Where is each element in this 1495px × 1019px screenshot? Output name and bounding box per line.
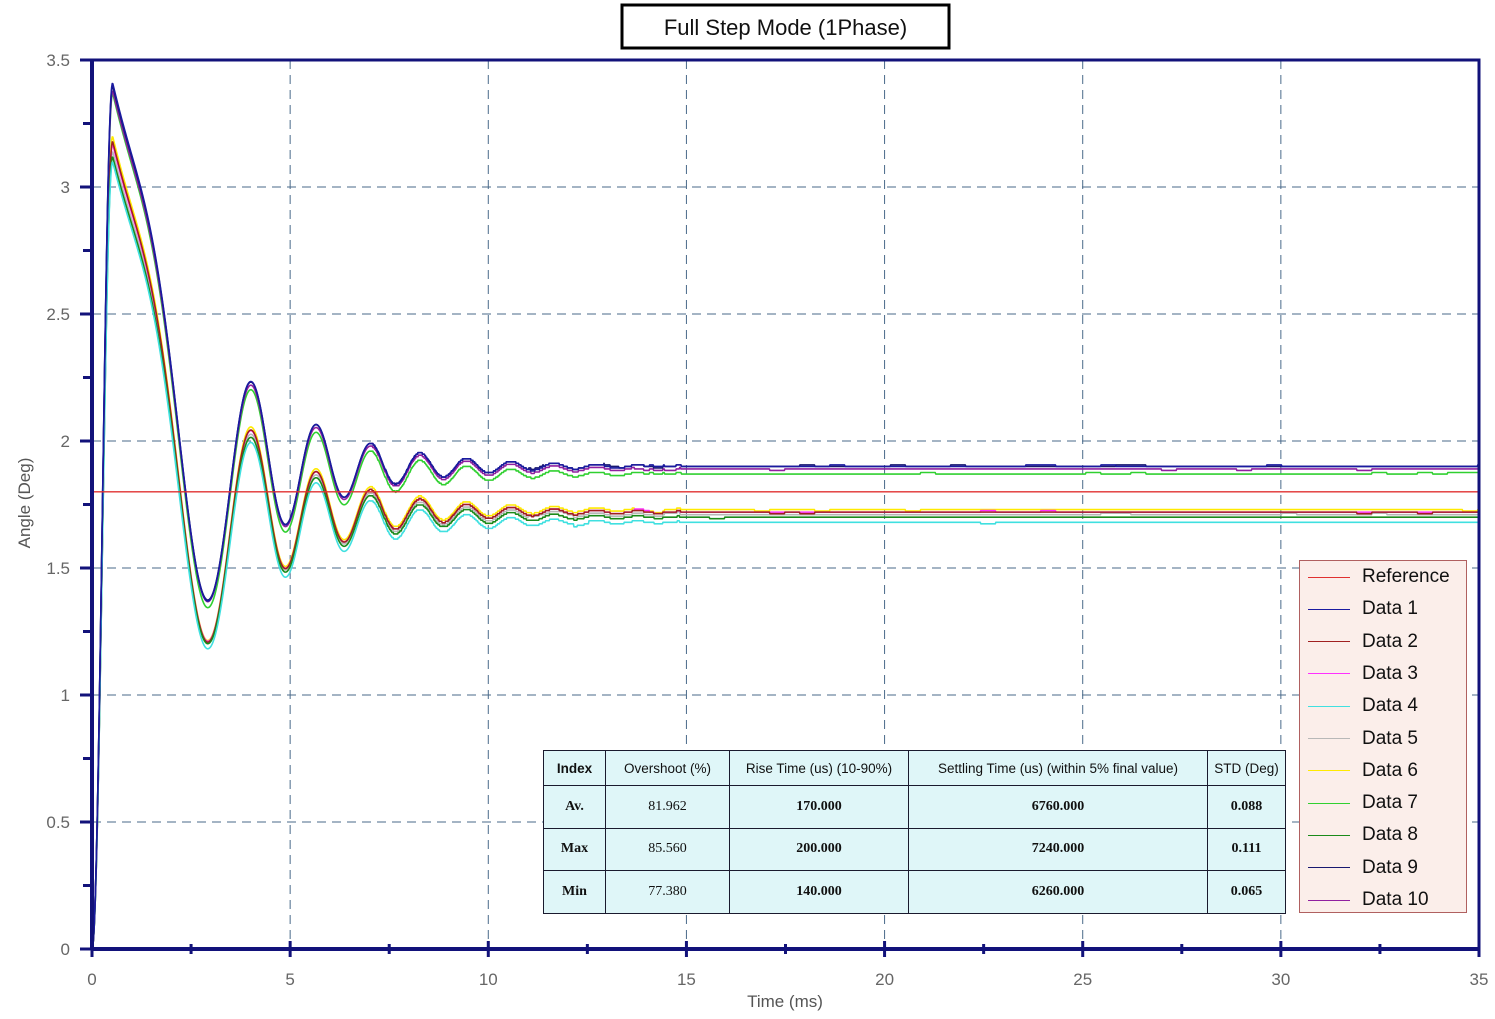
legend-item: Data 4: [1308, 694, 1418, 718]
legend-label: Data 5: [1362, 727, 1418, 749]
y-tick-label: 1.5: [46, 559, 70, 578]
legend-label: Data 4: [1362, 695, 1418, 717]
rise-time-cell: 140.000: [729, 870, 909, 914]
y-tick-label: 0: [61, 940, 70, 959]
std-cell: 0.088: [1207, 785, 1286, 829]
legend-swatch: [1308, 802, 1350, 804]
row-index: Av.: [543, 785, 606, 829]
y-tick-label: 3.5: [46, 51, 70, 70]
header-index: Index: [543, 750, 606, 786]
y-axis-label: Angle (Deg): [15, 458, 34, 549]
x-tick-label: 35: [1470, 970, 1489, 989]
settling-time-cell: 6760.000: [908, 785, 1208, 829]
legend-swatch: [1308, 608, 1350, 610]
legend-label: Data 8: [1362, 824, 1418, 846]
legend-item: Data 5: [1308, 727, 1418, 751]
y-tick-label: 0.5: [46, 813, 70, 832]
x-tick-label: 10: [479, 970, 498, 989]
header-std: STD (Deg): [1207, 750, 1286, 786]
row-index: Min: [543, 870, 606, 914]
legend-swatch: [1308, 705, 1350, 707]
x-axis-label: Time (ms): [747, 992, 823, 1011]
series-line-data-4: [91, 161, 1480, 950]
title-layer: Full Step Mode (1Phase): [620, 3, 951, 50]
legend-swatch: [1308, 738, 1350, 739]
legend-label: Data 1: [1362, 598, 1418, 620]
legend-label: Data 9: [1362, 856, 1418, 878]
x-tick-label: 5: [285, 970, 294, 989]
rise-time-cell: 170.000: [729, 785, 909, 829]
legend-swatch: [1308, 899, 1350, 901]
series-line-data-7: [91, 92, 1480, 950]
series-line-data-1: [91, 82, 1480, 950]
y-tick-label: 2.5: [46, 305, 70, 324]
legend-label: Data 6: [1362, 759, 1418, 781]
legend-label: Data 2: [1362, 630, 1418, 652]
x-tick-label: 30: [1271, 970, 1290, 989]
header-settling-time: Settling Time (us) (within 5% final valu…: [908, 750, 1208, 786]
std-cell: 0.111: [1207, 827, 1286, 872]
legend-swatch: [1308, 576, 1350, 578]
legend-item: Data 10: [1308, 888, 1429, 912]
rise-time-cell: 200.000: [729, 827, 909, 872]
legend-item: Data 9: [1308, 856, 1418, 880]
chart-title: Full Step Mode (1Phase): [664, 15, 907, 40]
settling-time-cell: 6260.000: [908, 870, 1208, 914]
x-tick-label: 0: [87, 970, 96, 989]
table-row: Min 77.380 140.000 6260.000 0.065: [543, 870, 1286, 914]
axes-layer: 0 5 10 15 20 25 30 35 0 0.5 1 1.5 2 2.5 3 3.5: [46, 51, 1488, 989]
legend-swatch: [1308, 673, 1350, 675]
legend-swatch: [1308, 867, 1350, 869]
statistics-header-row: Index Overshoot (%) Rise Time (us) (10-9…: [543, 750, 1286, 786]
settling-time-cell: 7240.000: [908, 827, 1208, 872]
series-line-data-6: [91, 136, 1480, 950]
legend-swatch: [1308, 641, 1350, 643]
statistics-table: Index Overshoot (%) Rise Time (us) (10-9…: [543, 750, 1286, 914]
overshoot-cell: 85.560: [605, 827, 730, 872]
y-tick-label: 1: [61, 686, 70, 705]
legend-item: Data 1: [1308, 597, 1418, 621]
legend-label: Data 3: [1362, 662, 1418, 684]
table-row: Av. 81.962 170.000 6760.000 0.088: [543, 785, 1286, 829]
header-rise-time: Rise Time (us) (10-90%): [729, 750, 909, 786]
legend-item: Data 6: [1308, 759, 1418, 783]
legend-label: Data 10: [1362, 889, 1429, 910]
legend-item: Data 8: [1308, 823, 1418, 847]
legend-item: Data 7: [1308, 791, 1418, 815]
legend-item: Data 2: [1308, 630, 1418, 654]
legend-item: Reference: [1308, 565, 1450, 589]
legend-swatch: [1308, 834, 1350, 836]
y-tick-label: 3: [61, 178, 70, 197]
x-tick-label: 20: [875, 970, 894, 989]
series-line-data-5: [91, 151, 1480, 950]
overshoot-cell: 81.962: [605, 785, 730, 829]
series-line-data-8: [91, 156, 1480, 950]
x-tick-label: 15: [677, 970, 696, 989]
overshoot-cell: 77.380: [605, 870, 730, 914]
x-tick-label: 25: [1073, 970, 1092, 989]
legend-label: Data 7: [1362, 792, 1418, 814]
series-line-data-10: [91, 90, 1480, 950]
legend-item: Data 3: [1308, 662, 1418, 686]
series-line-data-2: [91, 141, 1480, 950]
row-index: Max: [543, 827, 606, 872]
header-overshoot: Overshoot (%): [605, 750, 730, 786]
legend-swatch: [1308, 770, 1350, 772]
title-box: [620, 3, 951, 50]
y-tick-label: 2: [61, 432, 70, 451]
legend-label: Reference: [1362, 566, 1450, 587]
chart-legend: Reference Data 1 Data 2 Data 3 Data 4 Data 5 D…: [1299, 560, 1467, 913]
std-cell: 0.065: [1207, 870, 1286, 914]
table-row: Max 85.560 200.000 7240.000 0.111: [543, 827, 1286, 872]
